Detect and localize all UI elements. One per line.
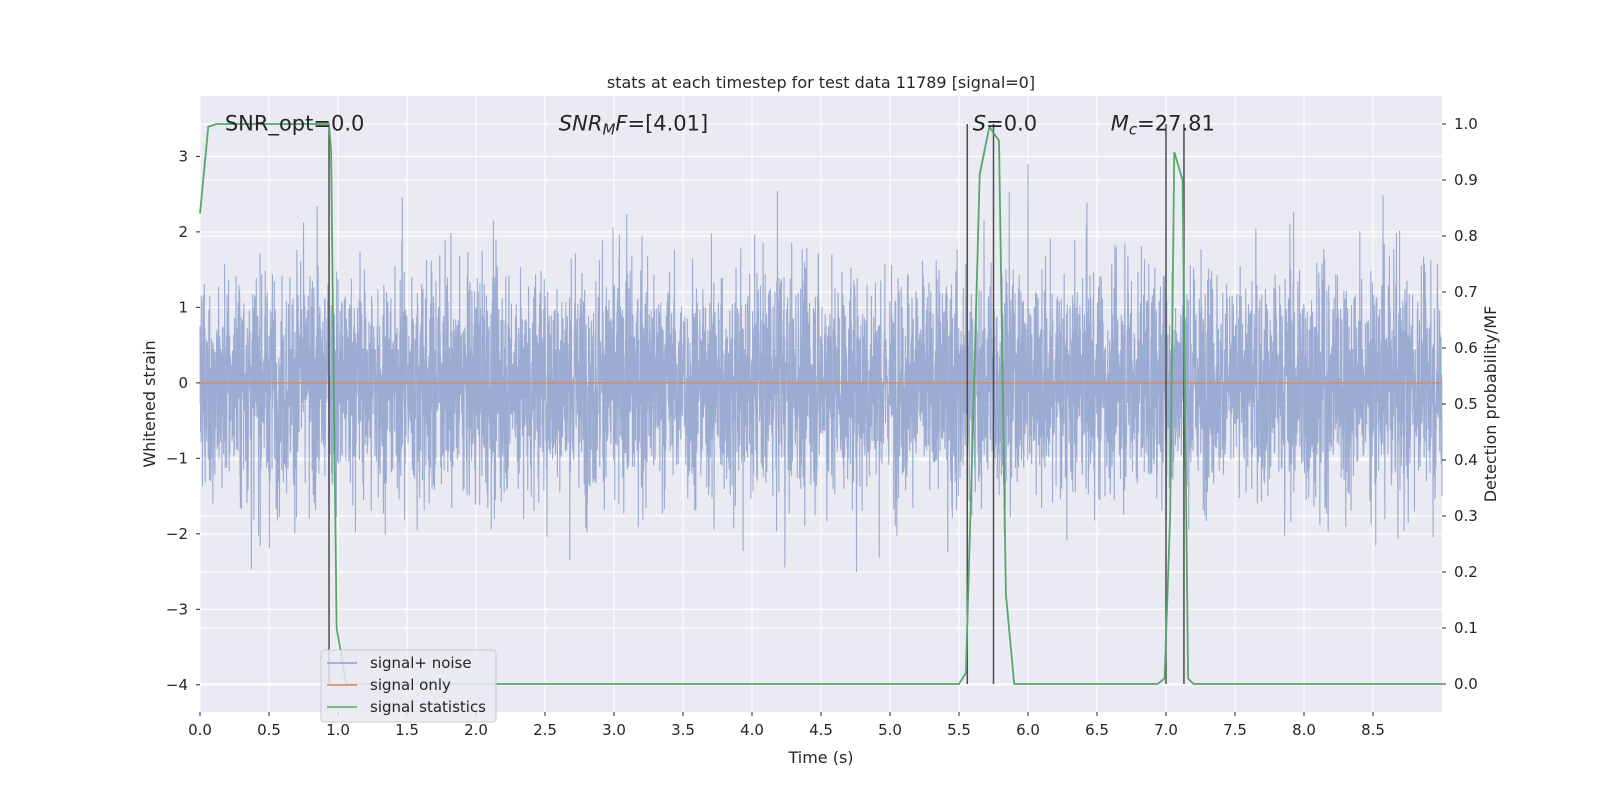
y2-tick-label: 0.6: [1454, 339, 1478, 357]
y2-tick-label: 0.3: [1454, 507, 1478, 525]
x-tick-label: 4.0: [740, 721, 764, 739]
annotation-mc-symbol: M: [1111, 111, 1129, 135]
y-tick-label: −4: [166, 676, 188, 694]
y2-tick-label: 1.0: [1454, 115, 1478, 133]
y-axis-ticks: 3 2 1 0 −1 −2 −3 −4: [166, 147, 200, 694]
y2-tick-label: 0.5: [1454, 395, 1478, 413]
chart-title: stats at each timestep for test data 117…: [607, 73, 1035, 92]
y2-axis-ticks: 1.0 0.9 0.8 0.7 0.6 0.5 0.4 0.3 0.2 0.1 0.0: [1442, 115, 1478, 693]
x-axis-ticks: 0.0 0.5 1.0 1.5 2.0 2.5 3.0 3.5 4.0 4.5 5.0 5.5 6.0 6…: [188, 712, 1385, 739]
y-tick-label: −2: [166, 525, 188, 543]
x-tick-label: 6.5: [1085, 721, 1109, 739]
y-tick-label: 3: [178, 147, 188, 165]
annotation-snr-mf-value: =[4.01]: [627, 111, 708, 135]
y2-tick-label: 0.0: [1454, 675, 1478, 693]
annotation-snr-mf: SNRMF=[4.01]: [559, 111, 708, 138]
annotation-chirp-mass: Mc=27.81: [1111, 111, 1215, 138]
x-tick-label: 0.5: [257, 721, 281, 739]
y-axis-label: Whitened strain: [140, 340, 159, 467]
x-tick-label: 1.0: [326, 721, 350, 739]
y-tick-label: 2: [178, 223, 188, 241]
y-tick-label: −3: [166, 600, 188, 618]
y2-tick-label: 0.8: [1454, 227, 1478, 245]
x-tick-label: 5.0: [878, 721, 902, 739]
x-tick-label: 8.5: [1361, 721, 1385, 739]
y2-tick-label: 0.1: [1454, 619, 1478, 637]
legend: signal+ noise signal only signal statist…: [320, 649, 497, 723]
annotation-s-stat: S=0.0: [973, 111, 1037, 135]
annotation-s-symbol: S: [973, 111, 986, 135]
x-tick-label: 3.5: [671, 721, 695, 739]
x-tick-label: 6.0: [1016, 721, 1040, 739]
annotation-snr-mf-base: SNR: [559, 111, 603, 135]
y-tick-label: 0: [178, 374, 188, 392]
x-tick-label: 8.0: [1292, 721, 1316, 739]
x-tick-label: 3.0: [602, 721, 626, 739]
x-tick-label: 0.0: [188, 721, 212, 739]
x-tick-label: 7.5: [1223, 721, 1247, 739]
x-tick-label: 4.5: [809, 721, 833, 739]
x-tick-label: 2.0: [464, 721, 488, 739]
annotation-mc-sub: c: [1129, 120, 1138, 138]
annotation-s-value: =0.0: [986, 111, 1037, 135]
noise-series: [199, 164, 1443, 573]
noise-line: [199, 164, 1443, 573]
x-axis-label: Time (s): [787, 748, 853, 767]
legend-box: [320, 649, 497, 723]
x-tick-label: 5.5: [947, 721, 971, 739]
x-tick-label: 7.0: [1154, 721, 1178, 739]
x-tick-label: 1.5: [395, 721, 419, 739]
legend-label-stats: signal statistics: [370, 698, 486, 716]
x-tick-label: 2.5: [533, 721, 557, 739]
y2-tick-label: 0.2: [1454, 563, 1478, 581]
stats-line: [199, 123, 1442, 685]
y2-tick-label: 0.7: [1454, 283, 1478, 301]
legend-label-noise: signal+ noise: [370, 654, 472, 672]
vertical-markers: [328, 124, 1185, 684]
y-tick-label: −1: [166, 449, 188, 467]
legend-label-signal-only: signal only: [370, 676, 451, 694]
annotation-snr-opt: SNR_opt=0.0: [225, 111, 365, 136]
annotation-snr-mf-sub: M: [602, 120, 615, 138]
y-tick-label: 1: [178, 298, 188, 316]
y2-tick-label: 0.4: [1454, 451, 1478, 469]
y2-tick-label: 0.9: [1454, 171, 1478, 189]
stats-series: [199, 123, 1442, 685]
annotation-mc-value: =27.81: [1137, 111, 1215, 135]
y2-axis-label: Detection probability/MF: [1481, 306, 1500, 503]
annotation-snr-mf-rest: F: [615, 111, 628, 135]
